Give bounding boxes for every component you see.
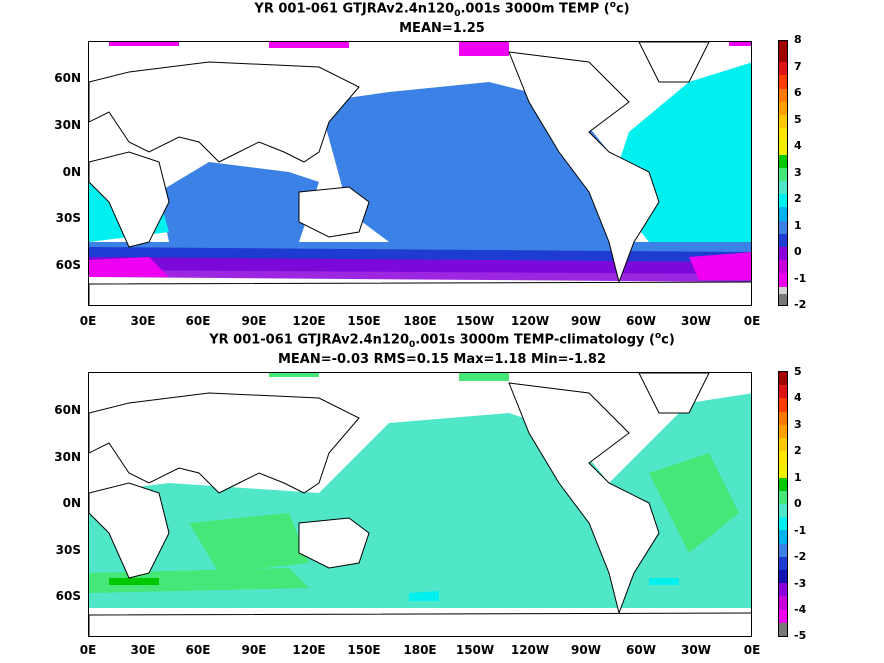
greenland-land — [638, 42, 710, 83]
panel1-map-svg — [89, 42, 751, 305]
p1-xtick-10: 60W — [626, 314, 656, 328]
p1-ytick-60s: 60S — [55, 258, 81, 272]
arctic-magenta — [109, 42, 751, 56]
p1-cb-label-4: 4 — [794, 139, 802, 152]
panel1-subtitle: MEAN=1.25 — [399, 21, 485, 36]
indian-ocean-blue — [159, 162, 319, 242]
p1-cb-label-5: 3 — [794, 166, 802, 179]
p1-xtick-5: 150E — [347, 314, 381, 328]
australia-land — [298, 186, 370, 238]
antarctica-land — [89, 612, 751, 636]
p1-xtick-1: 30E — [130, 314, 156, 328]
p1-ytick-0n: 0N — [62, 165, 81, 179]
p2-ytick-60n: 60N — [54, 403, 81, 417]
africa-land — [89, 482, 170, 579]
p2-xtick-12: 0E — [743, 643, 761, 657]
p2-xtick-11: 30W — [681, 643, 711, 657]
p2-cb-label-7: -2 — [794, 550, 807, 563]
p2-cb-label-4: 1 — [794, 471, 802, 484]
americas-land — [508, 51, 660, 284]
p2-cb-label-6: -1 — [794, 524, 807, 537]
greenland-land — [638, 373, 710, 414]
p1-xtick-4: 120E — [292, 314, 326, 328]
p1-xtick-2: 60E — [185, 314, 211, 328]
p2-xtick-3: 90E — [241, 643, 267, 657]
p2-xtick-4: 120E — [292, 643, 326, 657]
southern-magenta-e — [689, 252, 751, 280]
cyan-south — [409, 578, 679, 601]
p2-cb-label-2: 3 — [794, 418, 802, 431]
p2-xtick-5: 150E — [347, 643, 381, 657]
africa-land — [89, 151, 170, 248]
green-patch-atlantic — [649, 453, 739, 553]
antarctica-land — [89, 281, 751, 305]
p1-xtick-12: 0E — [743, 314, 761, 328]
p2-cb-label-8: -3 — [794, 577, 807, 590]
p1-cb-label-9: -1 — [794, 272, 807, 285]
p1-cb-label-0: 8 — [794, 33, 802, 46]
p2-ytick-30n: 30N — [54, 450, 81, 464]
p1-cb-label-7: 1 — [794, 219, 802, 232]
p2-xtick-7: 150W — [455, 643, 495, 657]
p2-xtick-10: 60W — [626, 643, 656, 657]
p1-xtick-3: 90E — [241, 314, 267, 328]
p1-xtick-6: 180E — [403, 314, 437, 328]
p1-cb-label-6: 2 — [794, 192, 802, 205]
panel1-colorbar — [778, 40, 788, 306]
p1-ytick-60n: 60N — [54, 71, 81, 85]
p2-ytick-30s: 30S — [55, 543, 81, 557]
panel2-colorbar — [778, 371, 788, 637]
p1-xtick-11: 30W — [681, 314, 711, 328]
panel1-title: YR 001-061 GTJRAv2.4n1200.001s 3000m TEM… — [254, 0, 630, 19]
p1-cb-label-10: -2 — [794, 298, 807, 311]
p2-cb-label-0: 5 — [794, 365, 802, 378]
p2-ytick-60s: 60S — [55, 589, 81, 603]
p2-xtick-0: 0E — [79, 643, 97, 657]
panel1-map — [88, 41, 752, 306]
australia-land — [298, 517, 370, 569]
p2-xtick-2: 60E — [185, 643, 211, 657]
green-patch-indian — [189, 513, 309, 573]
eurasia-land — [89, 392, 360, 494]
p2-xtick-6: 180E — [403, 643, 437, 657]
p1-cb-label-1: 7 — [794, 60, 802, 73]
p1-cb-label-2: 6 — [794, 86, 802, 99]
panel2-map — [88, 372, 752, 637]
southern-purple — [89, 257, 751, 282]
panel2-map-svg — [89, 373, 751, 636]
p2-xtick-8: 120W — [510, 643, 550, 657]
p2-cb-label-5: 0 — [794, 497, 802, 510]
p2-cb-label-3: 2 — [794, 444, 802, 457]
bright-green-south — [109, 578, 159, 585]
p1-xtick-9: 90W — [571, 314, 601, 328]
americas-land — [508, 382, 660, 615]
arctic-green — [269, 373, 509, 381]
p2-ytick-0n: 0N — [62, 496, 81, 510]
panel2-title: YR 001-061 GTJRAv2.4n1200.001s 3000m TEM… — [209, 331, 675, 350]
p1-xtick-7: 150W — [455, 314, 495, 328]
p2-xtick-1: 30E — [130, 643, 156, 657]
p1-ytick-30n: 30N — [54, 118, 81, 132]
p2-xtick-9: 90W — [571, 643, 601, 657]
p1-cb-label-3: 5 — [794, 113, 802, 126]
p2-cb-label-9: -4 — [794, 603, 807, 616]
eurasia-land — [89, 61, 360, 163]
p2-cb-label-10: -5 — [794, 629, 807, 642]
p1-xtick-0: 0E — [79, 314, 97, 328]
p1-cb-label-8: 0 — [794, 245, 802, 258]
p2-cb-label-1: 4 — [794, 391, 802, 404]
southern-magenta-w — [89, 257, 169, 277]
p1-xtick-8: 120W — [510, 314, 550, 328]
p1-ytick-30s: 30S — [55, 211, 81, 225]
panel2-subtitle: MEAN=-0.03 RMS=0.15 Max=1.18 Min=-1.82 — [277, 352, 607, 367]
